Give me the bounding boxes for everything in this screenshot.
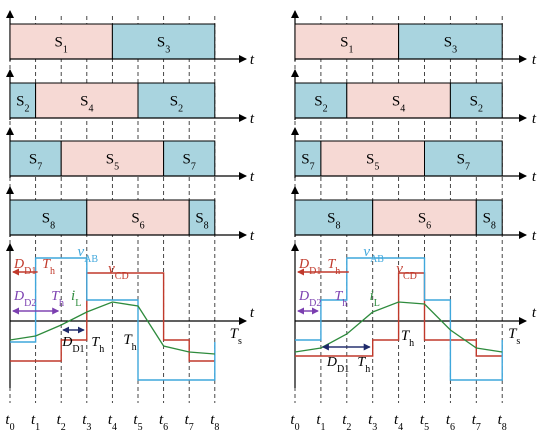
t-axis-label: t (250, 111, 255, 127)
switch-label-s5: S5 (106, 152, 119, 173)
il-label: iL (370, 288, 380, 309)
switch-segment-s8 (294, 199, 374, 236)
time-tick-label-t3: t3 (368, 412, 377, 432)
time-tick-label-t8: t8 (210, 412, 219, 432)
time-tick-label-t2: t2 (57, 412, 66, 432)
switch-label-s4: S4 (80, 94, 93, 115)
v-cd-waveform (10, 272, 215, 362)
ts-label: Ts (230, 326, 242, 347)
th-label: Th (123, 332, 136, 353)
switch-label-s8: S8 (483, 211, 496, 232)
switch-label-s7: S7 (183, 152, 196, 173)
d1-th-label-lower: DD1 (61, 335, 84, 355)
v-cd-label: vCD (108, 261, 129, 282)
switch-label-s2: S2 (314, 94, 327, 115)
switch-segment-s7 (163, 140, 216, 177)
d2-th-label: DD2 (298, 289, 321, 309)
switch-label-s6: S6 (131, 211, 144, 232)
switch-segment-s4 (346, 82, 451, 119)
d1-th-label-t: Th (328, 257, 341, 277)
v-ab-waveform (10, 257, 216, 381)
switch-segment-s8 (9, 199, 88, 236)
switch-label-s4: S4 (392, 94, 405, 115)
switch-segment-s7 (9, 140, 62, 177)
v-ab-label: vAB (78, 244, 99, 265)
switch-label-s3: S3 (157, 35, 170, 56)
time-tick-label-t7: t7 (185, 412, 194, 432)
time-tick-label-t6: t6 (446, 412, 455, 432)
time-tick-label-t8: t8 (498, 412, 507, 432)
switch-label-s5: S5 (366, 152, 379, 173)
switch-segment-s1 (294, 23, 400, 60)
time-tick-label-t4: t4 (394, 412, 403, 432)
th-label: Th (401, 328, 414, 349)
t-axis-label: t (250, 52, 255, 68)
switch-label-s2: S2 (470, 94, 483, 115)
t-axis-label: t (250, 169, 255, 185)
t-axis-label: t (532, 169, 537, 185)
t-axis-label: t (250, 305, 255, 321)
switch-label-s8: S8 (327, 211, 340, 232)
switch-label-s1: S1 (55, 35, 68, 56)
switch-segment-s3 (111, 23, 216, 60)
time-tick-label-t2: t2 (342, 412, 351, 432)
switch-segment-s8 (188, 199, 216, 236)
il-label: iL (71, 288, 81, 309)
switch-label-s2: S2 (170, 94, 183, 115)
t-axis-label: t (532, 52, 537, 68)
d2-th-label-t: Th (335, 289, 348, 309)
switch-label-s3: S3 (444, 35, 457, 56)
switch-label-s6: S6 (418, 211, 431, 232)
switch-segment-s4 (35, 82, 139, 119)
d2-th-label: DD2 (13, 289, 36, 309)
time-tick-label-t1: t1 (31, 412, 40, 432)
time-tick-label-t5: t5 (420, 412, 429, 432)
switch-segment-s3 (398, 23, 503, 60)
ts-label: Ts (508, 326, 520, 347)
switch-label-s7: S7 (457, 152, 470, 173)
d2-th-label-t: Th (51, 289, 64, 309)
d1-th-label: DD1 (298, 257, 321, 277)
il-current-waveform (294, 301, 503, 353)
switch-segment-s6 (86, 199, 190, 236)
t-axis-label: t (532, 228, 537, 244)
time-tick-label-t4: t4 (108, 412, 117, 432)
time-tick-label-t7: t7 (472, 412, 481, 432)
d1-th-label-lower-t: Th (91, 335, 104, 355)
time-tick-label-t1: t1 (316, 412, 325, 432)
t-axis-label: t (532, 305, 537, 321)
switch-segment-s2 (449, 82, 503, 119)
switch-label-s8: S8 (42, 211, 55, 232)
switch-label-s2: S2 (16, 94, 29, 115)
il-current-waveform (9, 301, 215, 355)
v-ab-waveform (295, 257, 503, 381)
v-cd-label: vCD (396, 261, 417, 282)
switch-label-s1: S1 (340, 35, 353, 56)
v-cd-waveform (295, 272, 503, 357)
t-axis-label: t (250, 228, 255, 244)
switch-label-s7: S7 (29, 152, 42, 173)
time-tick-label-t3: t3 (82, 412, 91, 432)
d1-th-label-lower-t: Th (357, 355, 370, 375)
time-tick-label-t0: t0 (290, 412, 299, 432)
t-axis-label: t (532, 111, 537, 127)
switch-label-s7: S7 (301, 152, 314, 173)
d1-th-label-lower: DD1 (326, 355, 349, 375)
d1-th-label: DD1 (13, 257, 36, 277)
d1-th-label-t: Th (42, 257, 55, 277)
switch-segment-s2 (137, 82, 216, 119)
time-tick-label-t0: t0 (5, 412, 14, 432)
time-tick-label-t5: t5 (133, 412, 142, 432)
v-ab-label: vAB (363, 244, 384, 265)
switch-label-s8: S8 (195, 211, 208, 232)
time-tick-label-t6: t6 (159, 412, 168, 432)
